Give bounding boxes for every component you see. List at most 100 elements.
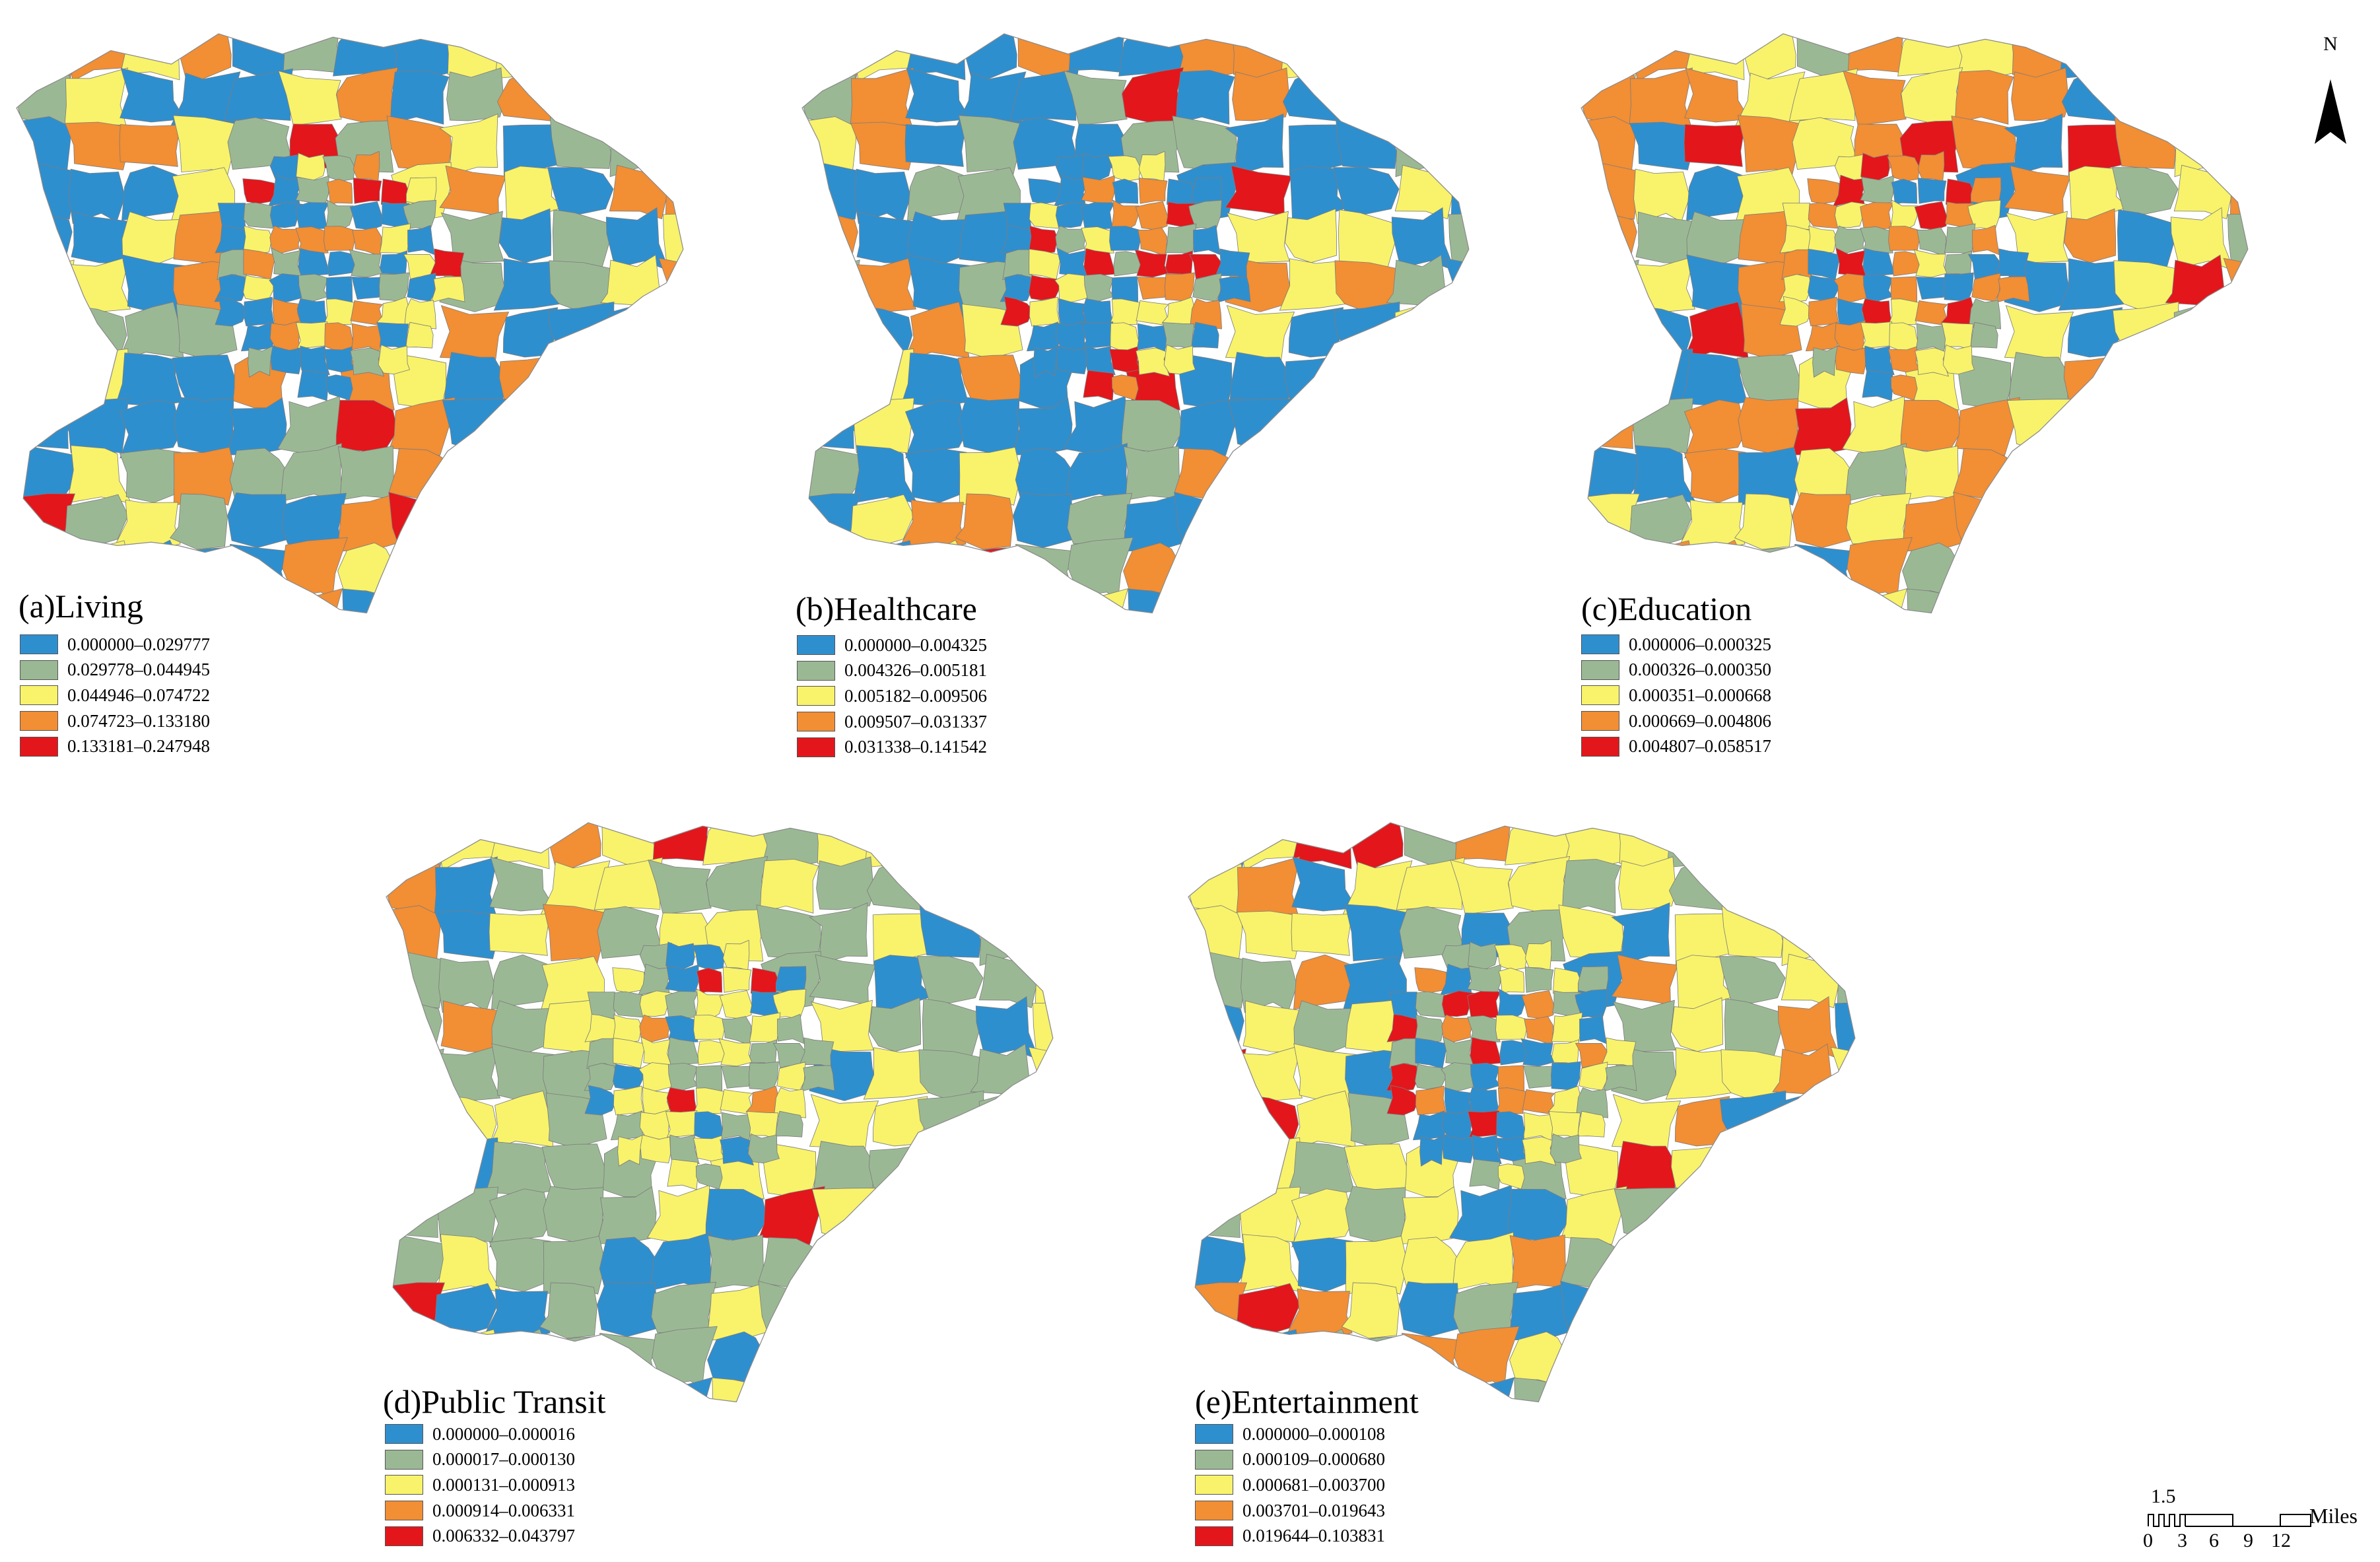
legend-item: 0.000326–0.000350 — [1581, 658, 1771, 683]
map-zone — [551, 353, 611, 411]
map-zone — [436, 1186, 498, 1242]
map-zone — [350, 347, 385, 377]
map-zone — [386, 952, 443, 1009]
map-zone — [613, 1037, 646, 1069]
map-zone — [1415, 1064, 1448, 1090]
map-zone — [613, 1085, 644, 1116]
map-zone — [1083, 370, 1114, 401]
map-zone — [1781, 1284, 1839, 1340]
map-zone — [1468, 941, 1497, 970]
map-zone — [1551, 1012, 1583, 1042]
map-zone — [1237, 1329, 1302, 1388]
map-zone — [1808, 202, 1840, 229]
map-zone — [295, 226, 329, 254]
map-zone — [2222, 452, 2248, 503]
map-zone — [442, 399, 506, 456]
legend-item: 0.044946–0.074722 — [20, 683, 210, 708]
map-zone — [1953, 491, 2019, 551]
map-zone — [349, 249, 384, 278]
legend-item: 0.000351–0.000668 — [1581, 683, 1771, 708]
legend-swatch — [1581, 685, 1619, 706]
map-zone — [1468, 1087, 1500, 1116]
map-zone — [386, 1002, 442, 1056]
map-zone — [1915, 347, 1950, 377]
legend-education: 0.000006–0.000325 0.000326–0.000350 0.0003… — [1581, 632, 1771, 759]
map-zone — [598, 1381, 662, 1402]
legend-item: 0.000669–0.004806 — [1581, 708, 1771, 734]
map-zone — [1228, 584, 1294, 613]
scale-tick-12: 12 — [2271, 1530, 2291, 1551]
map-zone — [802, 355, 861, 409]
legend-swatch — [20, 634, 58, 655]
map-zone — [439, 305, 510, 362]
map-zone — [243, 296, 275, 327]
map-zone — [67, 397, 129, 454]
legend-swatch — [1581, 660, 1619, 680]
map-zone — [1337, 591, 1400, 613]
map-zone — [2227, 213, 2248, 264]
map-zone — [722, 967, 752, 993]
map-zone — [800, 1065, 835, 1092]
map-zone — [2007, 584, 2073, 613]
map-zone — [173, 447, 236, 506]
map-zone — [1110, 322, 1141, 352]
map-zone — [850, 121, 914, 170]
legend-item: 0.000000–0.004325 — [797, 632, 987, 658]
map-zone — [1852, 588, 1908, 613]
map-zone — [2064, 586, 2121, 613]
legend-item: 0.000000–0.000108 — [1195, 1421, 1385, 1447]
map-zone — [1916, 277, 1946, 300]
map-zone — [2011, 67, 2069, 121]
map-zone — [1940, 296, 1975, 327]
map-zone — [300, 345, 330, 376]
map-zone — [1954, 397, 2020, 456]
map-zone — [1631, 397, 1693, 454]
map-zone — [1615, 1328, 1681, 1385]
map-zone — [609, 307, 662, 359]
map-zone — [1496, 1111, 1528, 1141]
map-zone — [1333, 167, 1400, 215]
map-zone — [1831, 1146, 1855, 1197]
map-zone — [873, 1190, 934, 1245]
map-zone — [2116, 547, 2173, 596]
map-zone — [1889, 199, 1919, 232]
study-area-outline — [16, 33, 684, 614]
map-zone — [1122, 493, 1184, 552]
map-zone — [278, 70, 342, 126]
map-zone — [2173, 164, 2233, 220]
map-zone — [1944, 223, 1976, 254]
map-zone — [243, 275, 276, 301]
map-zone — [1188, 823, 1248, 871]
map-zone — [1792, 492, 1854, 548]
map-zone — [1188, 952, 1245, 1009]
map-zone — [1027, 1240, 1053, 1292]
map-zone — [852, 397, 914, 454]
legend-item: 0.000017–0.000130 — [385, 1447, 575, 1473]
legend-item: 0.003701–0.019643 — [1195, 1498, 1385, 1524]
map-zone — [1581, 304, 1639, 363]
map-zone — [1862, 370, 1893, 401]
map-zone — [693, 1135, 726, 1162]
map-zone — [1635, 211, 1695, 264]
map-zone — [1740, 34, 1796, 79]
map-zone — [1561, 1186, 1627, 1245]
map-zone — [1441, 990, 1476, 1017]
legend-entertainment: 0.000000–0.000108 0.000109–0.000680 0.0006… — [1195, 1421, 1385, 1549]
map-zone — [1788, 68, 1858, 121]
legend-label: 0.133181–0.247948 — [67, 736, 210, 757]
legend-label: 0.006332–0.043797 — [432, 1526, 575, 1546]
map-zone — [1028, 225, 1058, 254]
map-zone — [1683, 399, 1746, 459]
map-zone — [324, 322, 356, 352]
map-zone — [1773, 858, 1839, 918]
map-zone — [440, 1000, 500, 1053]
map-zone — [1443, 537, 1469, 599]
map-zone — [600, 543, 667, 595]
map-zone — [323, 298, 355, 327]
map-zone — [1779, 296, 1813, 327]
map-zone — [1225, 113, 1284, 176]
map-zone — [1617, 1291, 1680, 1338]
map-zone — [1523, 1066, 1553, 1089]
legend-label: 0.004326–0.005181 — [844, 660, 987, 681]
map-zone — [17, 400, 77, 450]
